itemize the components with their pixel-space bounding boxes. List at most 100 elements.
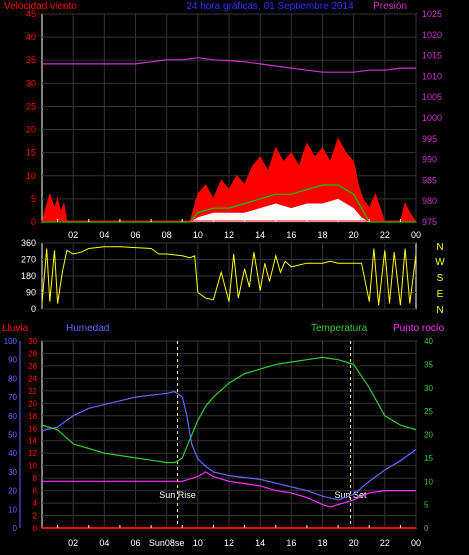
wind-gust-area — [42, 138, 416, 222]
pressure-y-tick-label: 1005 — [422, 92, 442, 102]
pressure-line — [42, 57, 416, 73]
rain-y-tick-label: 8 — [33, 474, 38, 483]
x-tick-label: 16 — [286, 538, 296, 548]
rain-y-tick-label: 26 — [28, 362, 37, 371]
pressure-y-tick-label: 975 — [422, 217, 437, 227]
x-tick-label: 04 — [99, 230, 109, 240]
pressure-y-tick-label: 990 — [422, 155, 437, 165]
humidity-y-tick-label: 50 — [8, 431, 17, 440]
pressure-y-tick-label: 980 — [422, 196, 437, 206]
pressure-y-tick-label: 985 — [422, 175, 437, 185]
humidity-y-tick-label: 30 — [8, 468, 17, 477]
dew-point-label: Punto rocío — [393, 323, 445, 334]
x-tick-label: 12 — [224, 230, 234, 240]
rain-y-tick-label: 14 — [28, 437, 37, 446]
pressure-y-tick-label: 1025 — [422, 9, 442, 19]
x-tick-label: 14 — [255, 538, 265, 548]
wind-y-tick-label: 25 — [26, 101, 36, 111]
sun-rise-label: Sun Rise — [159, 490, 196, 500]
pressure-y-tick-label: 1010 — [422, 71, 442, 81]
compass-s: S — [437, 273, 444, 284]
dew-point-line — [42, 471, 416, 508]
rain-y-tick-label: 6 — [33, 487, 38, 496]
wind-y-tick-label: 15 — [26, 148, 36, 158]
humidity-y-tick-label: 10 — [8, 505, 17, 514]
compass-e: E — [437, 289, 444, 300]
rain-y-tick-label: 10 — [28, 462, 37, 471]
humidity-y-tick-label: 60 — [8, 412, 17, 421]
x-tick-label: 10 — [193, 230, 203, 240]
wind-y-tick-label: 20 — [26, 125, 36, 135]
x-tick-label: 16 — [286, 230, 296, 240]
wind-avg-line — [42, 184, 416, 223]
pressure-y-tick-label: 995 — [422, 134, 437, 144]
rain-y-tick-label: 16 — [28, 424, 37, 433]
temperature-y-tick-label: 35 — [424, 360, 433, 369]
humidity-y-tick-label: 70 — [8, 393, 17, 402]
x-tick-label: 06 — [130, 538, 140, 548]
temperature-label: Temperatura — [311, 323, 368, 334]
x-tick-label: 08 — [162, 230, 172, 240]
x-tick-label: 06 — [130, 230, 140, 240]
temperature-y-tick-label: 25 — [424, 407, 433, 416]
pressure-y-tick-label: 1000 — [422, 113, 442, 123]
direction-y-tick-label: 270 — [21, 255, 36, 265]
temperature-y-tick-label: 5 — [424, 501, 429, 510]
wind-min-area — [42, 198, 416, 222]
humidity-y-tick-label: 100 — [4, 337, 18, 346]
humidity-line — [41, 390, 417, 501]
x-tick-label: 00 — [411, 230, 421, 240]
direction-y-tick-label: 0 — [31, 304, 36, 314]
wind-y-tick-label: 35 — [26, 55, 36, 65]
humidity-y-tick-label: 20 — [8, 487, 17, 496]
x-tick-label: Sun08se — [149, 538, 185, 548]
temp-humidity-panel: Lluvia Humedad Temperatura Punto rocío S… — [2, 323, 445, 548]
wind-y-tick-label: 10 — [26, 171, 36, 181]
x-tick-label: 20 — [349, 538, 359, 548]
rain-y-tick-label: 2 — [33, 512, 38, 521]
rain-y-tick-label: 4 — [33, 499, 38, 508]
pressure-y-tick-label: 1020 — [422, 30, 442, 40]
humidity-y-tick-label: 40 — [8, 449, 17, 458]
rain-y-tick-label: 24 — [28, 374, 37, 383]
wind-y-tick-label: 40 — [26, 32, 36, 42]
x-tick-label: 22 — [380, 230, 390, 240]
rain-y-tick-label: 0 — [33, 524, 38, 533]
humidity-y-tick-label: 90 — [8, 356, 17, 365]
wind-speed-label: Velocidad viento — [4, 1, 77, 12]
x-tick-label: 10 — [193, 538, 203, 548]
wind-y-tick-label: 5 — [31, 194, 36, 204]
rain-y-tick-label: 28 — [28, 349, 37, 358]
x-tick-label: 18 — [317, 230, 327, 240]
wind-y-tick-label: 45 — [26, 9, 36, 19]
wind-y-tick-label: 30 — [26, 78, 36, 88]
x-tick-label: 18 — [317, 538, 327, 548]
x-tick-label: 12 — [224, 538, 234, 548]
chart-title: 24 hora gráficas, 01 Septiembre 2014 — [186, 1, 354, 12]
pressure-label: Presión — [373, 1, 407, 12]
x-tick-label: 02 — [68, 230, 78, 240]
rain-label: Lluvia — [2, 323, 29, 334]
pressure-y-tick-label: 1015 — [422, 51, 442, 61]
temperature-y-tick-label: 40 — [424, 337, 433, 346]
rain-y-tick-label: 30 — [28, 337, 37, 346]
humidity-y-tick-label: 0 — [13, 524, 18, 533]
compass-n-top: N — [436, 242, 443, 253]
x-tick-label: 00 — [411, 538, 421, 548]
x-tick-label: 04 — [99, 538, 109, 548]
wind-direction-line — [41, 246, 417, 306]
temperature-y-tick-label: 15 — [424, 454, 433, 463]
compass-n-bottom: N — [436, 305, 443, 316]
compass-w: W — [435, 257, 445, 268]
humidity-label: Humedad — [66, 323, 109, 334]
temperature-y-tick-label: 0 — [424, 524, 429, 533]
humidity-y-tick-label: 80 — [8, 374, 17, 383]
wind-direction-panel: 0 90 180 270 360 N W S E N — [21, 238, 445, 316]
temperature-y-tick-label: 30 — [424, 384, 433, 393]
temperature-line — [41, 356, 417, 464]
temperature-y-tick-label: 20 — [424, 431, 433, 440]
temperature-y-tick-label: 10 — [424, 477, 433, 486]
x-tick-label: 22 — [380, 538, 390, 548]
wind-y-tick-label: 0 — [31, 217, 36, 227]
